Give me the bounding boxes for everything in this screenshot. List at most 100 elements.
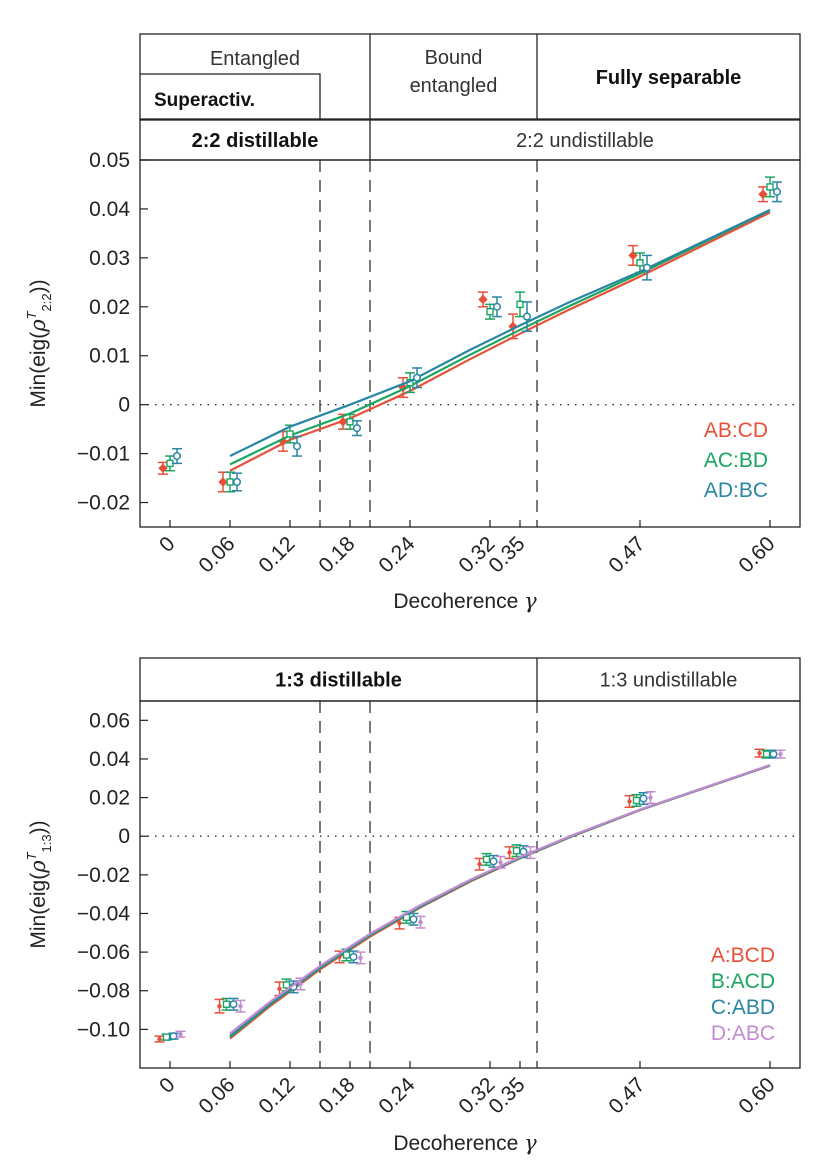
y-tick-label: 0.05	[89, 149, 130, 172]
data-point	[172, 451, 182, 461]
data-point	[412, 373, 422, 382]
plot-frame	[139, 700, 801, 1069]
fit-curve	[229, 208, 771, 457]
data-point	[157, 1036, 162, 1042]
y-tick-label: 0	[118, 825, 130, 848]
y-tick-label: 0.04	[89, 748, 130, 771]
y-axis-label-rho: ρ	[26, 319, 50, 333]
series-d-abc	[175, 749, 786, 1038]
data-point	[229, 1000, 238, 1009]
x-axis-label-symbol: γ	[524, 1131, 537, 1155]
data-point	[397, 920, 402, 926]
y-axis-label: Min(eig(ρT2:2))	[24, 279, 54, 407]
data-point	[778, 751, 783, 757]
fit-curve	[229, 211, 771, 472]
data-point	[478, 294, 488, 305]
data-point	[642, 263, 652, 272]
legend-entry: AD:BC	[704, 479, 768, 502]
x-tick-label: 0.60	[734, 532, 779, 577]
data-point	[516, 300, 524, 309]
fit-curve	[229, 764, 771, 1037]
data-point	[486, 307, 494, 316]
legend-entry: AB:CD	[704, 419, 768, 442]
series-a-bcd	[154, 748, 771, 1043]
region-label-line: entangled	[410, 75, 498, 97]
y-tick-label: −0.02	[77, 864, 130, 887]
data-point	[507, 850, 512, 855]
legend-entry: A:BCD	[711, 944, 775, 967]
y-tick-label: −0.06	[77, 941, 130, 964]
x-tick-label: 0.47	[604, 532, 649, 577]
x-tick-label: 0.18	[314, 1073, 359, 1118]
plot-frame	[139, 159, 801, 528]
region-label-superactivation: Superactiv.	[154, 90, 255, 111]
y-axis-label-prefix: Min(eig(	[27, 332, 50, 408]
y-axis-label-sup: T	[24, 310, 39, 319]
y-tick-label: −0.08	[77, 980, 130, 1003]
data-point	[489, 857, 498, 866]
data-point	[418, 919, 423, 925]
x-axis-label: Decoherence γ	[393, 589, 537, 613]
y-axis-label-suffix: ))	[27, 279, 50, 293]
legend-entry: C:ABD	[711, 996, 775, 1019]
y-tick-label: 0.01	[89, 345, 130, 368]
y-axis-label-rho: ρ	[26, 860, 50, 874]
x-tick-label: 0.35	[484, 532, 529, 577]
data-point	[292, 442, 302, 451]
data-point	[632, 796, 641, 805]
data-point	[282, 981, 291, 989]
x-tick-label: 0.06	[194, 532, 239, 577]
data-point	[338, 417, 348, 427]
data-point	[512, 846, 521, 855]
data-point	[342, 951, 351, 959]
data-point	[298, 981, 303, 987]
y-axis-label-sub: 1:3	[39, 834, 54, 852]
series-ac-bd	[165, 176, 775, 493]
data-point	[238, 1003, 243, 1009]
legend-entry: AC:BD	[704, 449, 768, 472]
fit-curve	[229, 209, 771, 466]
region-label-bound-entangled: Bound entangled	[410, 47, 498, 97]
x-tick-label: 0.35	[484, 1073, 529, 1118]
data-point	[522, 312, 532, 321]
y-axis-label-sub: 2:2	[39, 293, 54, 311]
region-label-1-3-undistillable: 1:3 undistillable	[600, 670, 738, 692]
x-tick-label: 0.06	[194, 1073, 239, 1118]
y-tick-label: 0.03	[89, 247, 130, 270]
data-point	[218, 477, 228, 487]
x-tick-label: 0.12	[254, 532, 299, 577]
data-point	[627, 799, 632, 804]
x-tick-label: 0.47	[604, 1073, 649, 1118]
y-tick-label: 0	[118, 394, 130, 417]
data-point	[409, 915, 418, 924]
data-point	[772, 187, 782, 196]
x-tick-label: 0	[155, 532, 180, 557]
x-axis-label-symbol: γ	[524, 589, 537, 613]
y-tick-label: 0.04	[89, 198, 130, 221]
region-label-2-2-undistillable: 2:2 undistillable	[516, 130, 654, 152]
data-point	[492, 302, 502, 311]
y-tick-label: −0.02	[77, 492, 130, 515]
chart-1-3-partition: 1:3 distillable 1:3 undistillable −0.10 −0.…	[24, 657, 801, 1155]
data-point	[346, 418, 354, 426]
y-tick-label: −0.10	[77, 1018, 130, 1041]
region-band-top	[139, 33, 801, 120]
y-tick-label: 0.02	[89, 787, 130, 810]
data-point	[286, 430, 294, 438]
y-axis-label: Min(eig(ρT1:3))	[24, 820, 54, 948]
data-point	[277, 986, 282, 992]
data-point	[757, 750, 762, 756]
data-point	[769, 750, 778, 759]
data-point	[762, 750, 771, 758]
data-point	[349, 952, 358, 961]
data-point	[528, 850, 533, 855]
series-b-acd	[161, 749, 772, 1041]
series-ab-cd	[158, 186, 771, 493]
data-point	[358, 955, 363, 961]
x-tick-label: 0.12	[254, 1073, 299, 1118]
fit-curve	[229, 764, 771, 1038]
y-tick-label: −0.04	[77, 902, 130, 925]
data-point	[648, 795, 653, 800]
x-tick-label: 0.24	[374, 1073, 419, 1118]
